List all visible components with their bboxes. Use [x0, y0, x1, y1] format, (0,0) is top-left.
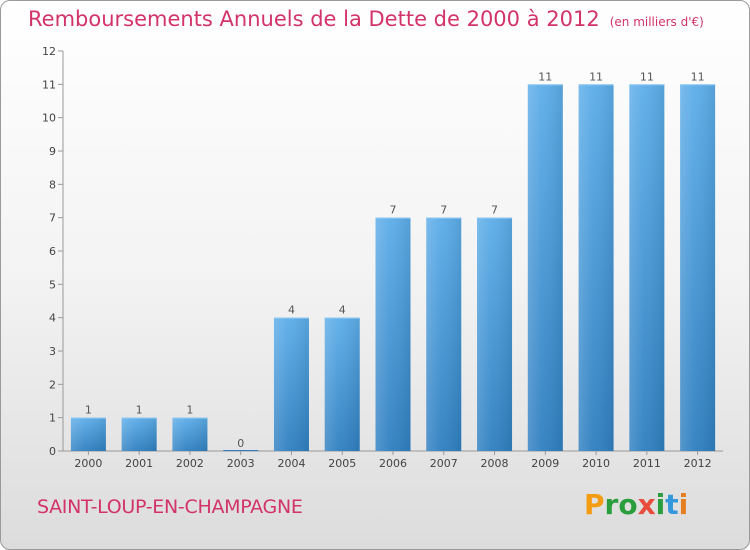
x-tick-label: 2003 — [227, 457, 255, 470]
bar-shine — [70, 417, 106, 451]
y-tick-label: 0 — [49, 445, 56, 458]
y-tick-label: 5 — [49, 278, 56, 291]
x-tick-label: 2011 — [633, 457, 661, 470]
bar-shine — [172, 417, 208, 451]
y-tick-label: 9 — [49, 145, 56, 158]
logo-letter: o — [618, 488, 638, 521]
bar-shine — [680, 84, 716, 451]
bar-shine — [121, 417, 157, 451]
bar-shine — [477, 217, 513, 451]
y-tick-label: 6 — [49, 245, 56, 258]
bar-shine — [426, 217, 462, 451]
y-tick-label: 7 — [49, 212, 56, 225]
y-tick-label: 1 — [49, 412, 56, 425]
y-tick-label: 11 — [42, 78, 56, 91]
data-label: 11 — [538, 70, 552, 83]
commune-name: SAINT-LOUP-EN-CHAMPAGNE — [37, 496, 303, 518]
x-tick-label: 2006 — [379, 457, 407, 470]
proxiti-logo: Proxiti — [584, 488, 688, 521]
x-tick-label: 2001 — [125, 457, 153, 470]
bar — [223, 450, 259, 451]
data-labels: 1 1 104 47 7 711 11 11 11 — [85, 70, 705, 450]
data-label: 1 — [85, 404, 92, 417]
logo-letter: P — [584, 488, 605, 521]
y-tick-label: 2 — [49, 378, 56, 391]
logo-letter: i — [655, 488, 666, 521]
logo-letter: x — [637, 488, 656, 521]
data-label: 7 — [440, 204, 447, 217]
x-tick-label: 2008 — [481, 457, 509, 470]
data-label: 11 — [640, 70, 654, 83]
x-tick-label: 2005 — [328, 457, 356, 470]
x-tick-label: 2009 — [531, 457, 559, 470]
data-label: 11 — [589, 70, 603, 83]
logo-letter: r — [604, 488, 619, 521]
bars — [70, 84, 716, 451]
data-label: 0 — [237, 437, 244, 450]
bar-shine — [324, 317, 360, 451]
bar-shine — [273, 317, 309, 451]
logo-letter: i — [678, 488, 689, 521]
data-label: 7 — [390, 204, 397, 217]
data-label: 4 — [288, 304, 295, 317]
x-tick-label: 2004 — [277, 457, 305, 470]
x-tick-label: 2007 — [430, 457, 458, 470]
x-tick-label: 2012 — [684, 457, 712, 470]
x-tick-label: 2002 — [176, 457, 204, 470]
y-tick-label: 4 — [49, 312, 56, 325]
chart-title: Remboursements Annuels de la Dette de 20… — [28, 7, 704, 31]
y-tick-label: 3 — [49, 345, 56, 358]
logo-letter: t — [665, 488, 679, 521]
bar-shine — [578, 84, 614, 451]
chart-title-text: Remboursements Annuels de la Dette de 20… — [28, 7, 600, 31]
y-tick-label: 8 — [49, 178, 56, 191]
data-label: 1 — [136, 404, 143, 417]
bar-shine — [629, 84, 665, 451]
bar-shine — [375, 217, 411, 451]
y-tick-label: 10 — [42, 112, 56, 125]
y-tick-label: 12 — [42, 45, 56, 58]
data-label: 1 — [186, 404, 193, 417]
bar-shine — [527, 84, 563, 451]
x-tick-label: 2010 — [582, 457, 610, 470]
data-label: 11 — [691, 70, 705, 83]
data-label: 4 — [339, 304, 346, 317]
data-label: 7 — [491, 204, 498, 217]
chart-subtitle: (en milliers d'€) — [609, 15, 704, 29]
x-tick-label: 2000 — [74, 457, 102, 470]
